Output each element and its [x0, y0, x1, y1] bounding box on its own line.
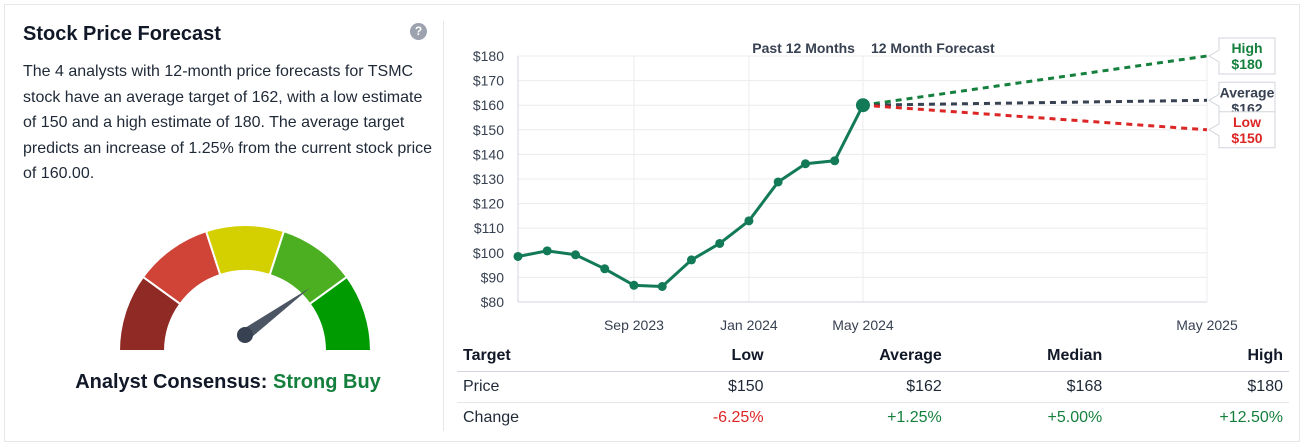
current-price-point [855, 98, 870, 113]
price-point [830, 156, 840, 166]
consensus-gauge [113, 221, 378, 361]
header-past: Past 12 Months [752, 40, 855, 56]
consensus-value: Strong Buy [273, 371, 381, 393]
gauge-segment-5 [308, 275, 373, 352]
price-low: $150 [619, 371, 770, 403]
gauge-svg [117, 224, 373, 352]
x-tick-label: May 2025 [1176, 317, 1238, 333]
y-tick-label: $150 [473, 122, 504, 138]
row-label-change: Change [463, 409, 520, 426]
y-tick-label: $180 [473, 48, 504, 64]
forecast-label-low: Low$150 [1208, 111, 1276, 149]
x-tick-label: May 2024 [832, 317, 894, 333]
price-chart-svg: $180 $170 $160 $150 $140 $130 $120 $110 $100 $90 $… [473, 37, 1276, 333]
forecast-label-value: $180 [1231, 56, 1262, 72]
change-high: +12.50% [1219, 409, 1283, 426]
forecast-label-name: High [1231, 40, 1262, 56]
price-point [800, 159, 810, 169]
forecast-label-value: $150 [1231, 130, 1262, 146]
col-header-median: Median [947, 341, 1109, 372]
forecast-line-low [862, 103, 1208, 132]
price-point [686, 255, 696, 265]
price-point [600, 264, 610, 274]
price-point [773, 177, 783, 187]
y-tick-label: $160 [473, 97, 504, 113]
forecast-description: The 4 analysts with 12-month price forec… [23, 63, 433, 182]
section-title: Stock Price Forecast [23, 23, 221, 45]
y-tick-label: $120 [473, 196, 504, 212]
table-row-price: Price $150 $162 $168 $180 [457, 371, 1289, 403]
price-target-table: Target Low Average Median High Price $15… [457, 341, 1289, 433]
price-chart: $180 $170 $160 $150 $140 $130 $120 $110 $100 $90 $… [455, 21, 1295, 339]
y-tick-label: $90 [481, 269, 505, 285]
y-tick-label: $80 [481, 294, 505, 310]
price-point [744, 216, 754, 226]
table-row-change: Change -6.25% +1.25% +5.00% +12.50% [457, 403, 1289, 434]
col-header-average: Average [769, 341, 948, 372]
table-header-row: Target Low Average Median High [457, 341, 1289, 372]
price-point [570, 250, 580, 260]
col-header-low: Low [619, 341, 770, 372]
analyst-consensus: Analyst Consensus: Strong Buy [23, 371, 433, 394]
y-tick-label: $100 [473, 245, 504, 261]
gauge-needle [241, 287, 310, 340]
y-tick-label: $130 [473, 171, 504, 187]
price-average: $162 [769, 371, 948, 403]
forecast-label-box [1208, 111, 1276, 149]
price-point [513, 251, 523, 261]
x-tick-label: Sep 2023 [604, 317, 664, 333]
question-circle-icon[interactable]: ? [410, 23, 427, 40]
gauge-needle-hub [237, 327, 253, 343]
forecast-line-average [862, 98, 1208, 107]
consensus-label: Analyst Consensus: [75, 371, 268, 393]
y-tick-label: $170 [473, 73, 504, 89]
col-header-high: High [1108, 341, 1289, 372]
col-header-target: Target [457, 341, 620, 372]
price-high: $180 [1108, 371, 1289, 403]
divider [443, 21, 444, 431]
price-point [629, 280, 639, 290]
price-point [657, 282, 667, 292]
row-label-price: Price [457, 371, 620, 403]
y-tick-label: $140 [473, 146, 504, 162]
forecast-label-high: High$180 [1208, 37, 1276, 75]
forecast-label-name: Low [1233, 114, 1261, 130]
change-average: +1.25% [887, 409, 942, 426]
forecast-line-high [862, 54, 1208, 107]
change-median: +5.00% [1047, 409, 1103, 426]
price-point [542, 246, 552, 256]
forecast-label-name: Average [1220, 84, 1275, 100]
price-median: $168 [947, 371, 1109, 403]
change-low: -6.25% [712, 409, 764, 426]
price-point [715, 238, 725, 248]
stock-forecast-card: Stock Price Forecast ? The 4 analysts wi… [4, 4, 1300, 442]
header-forecast: 12 Month Forecast [871, 40, 995, 56]
forecast-label-box [1208, 37, 1276, 75]
y-tick-label: $110 [474, 220, 504, 236]
x-tick-label: Jan 2024 [720, 317, 778, 333]
